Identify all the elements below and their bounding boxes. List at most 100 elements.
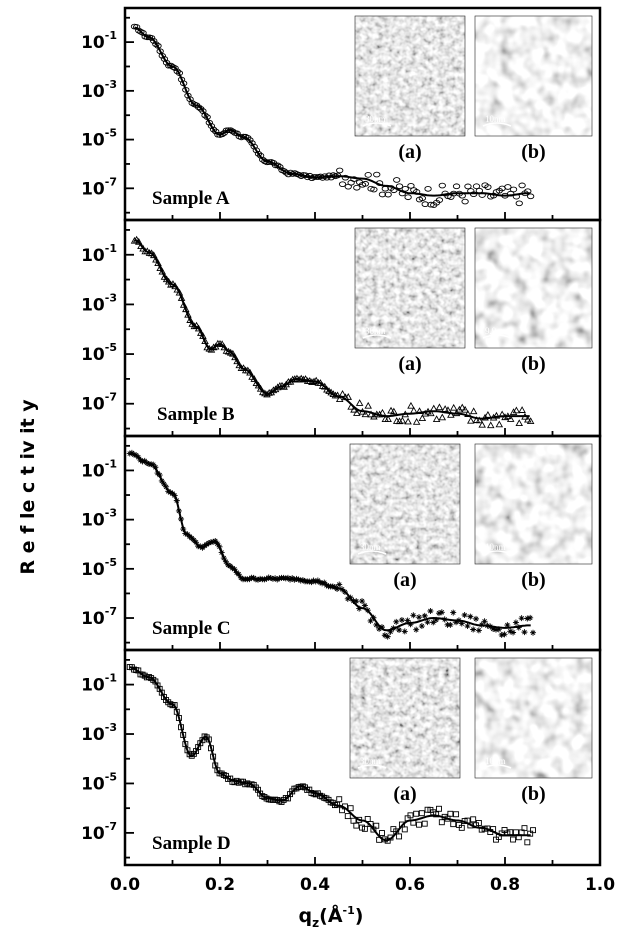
data-point	[438, 609, 445, 616]
data-point	[254, 150, 263, 157]
data-point	[381, 632, 388, 639]
data-point	[512, 619, 519, 626]
afm-image	[475, 228, 592, 348]
data-point	[401, 628, 408, 635]
data-point	[412, 417, 421, 425]
x-tick-label: 0.8	[490, 875, 520, 895]
data-point	[353, 184, 361, 191]
x-axis-title: qz(Å-1)	[299, 903, 364, 930]
inset-b: 10nm (b)	[474, 657, 593, 805]
data-point	[438, 413, 447, 421]
data-point	[344, 813, 351, 820]
afm-image-border	[474, 15, 593, 137]
data-point	[404, 194, 412, 201]
data-point	[455, 405, 464, 413]
inset-a: 30nm (a)	[354, 15, 466, 163]
data-point	[524, 415, 532, 423]
data-point	[484, 410, 492, 418]
data-point	[418, 623, 425, 630]
data-point	[398, 416, 407, 424]
data-point	[470, 816, 477, 823]
data-point	[504, 622, 511, 629]
y-tick-label: 10-7	[81, 820, 117, 844]
y-tick-label: 10-3	[81, 291, 117, 315]
data-point	[336, 581, 343, 588]
x-tick-label: 0.6	[395, 875, 425, 895]
scale-bar	[482, 764, 512, 769]
inset-b: 10nm (b)	[474, 443, 593, 591]
y-tick-label: 10-1	[81, 672, 117, 696]
data-point	[356, 605, 363, 612]
inset-label: (a)	[398, 141, 421, 163]
data-point	[416, 821, 422, 828]
data-point	[265, 574, 272, 581]
data-point	[461, 612, 468, 619]
data-point	[467, 416, 475, 424]
y-tick-label: 10-1	[81, 29, 117, 53]
inset-label: (b)	[521, 353, 545, 375]
data-point	[518, 406, 526, 413]
x-axis-title-main: q	[299, 905, 313, 927]
data-point	[416, 614, 423, 621]
data-point	[490, 625, 497, 632]
data-point	[384, 191, 392, 198]
y-axis-title: R e f le c t iv it y	[17, 399, 39, 575]
data-point	[518, 182, 526, 189]
data-point	[458, 403, 467, 411]
panel-2: 10-1 10-3 10-5 10-7 Sample B 36nm (a) 9.9nm (b)	[81, 218, 602, 438]
data-points	[130, 23, 535, 208]
data-point	[418, 414, 427, 422]
inset-label: (b)	[521, 569, 545, 591]
data-point	[447, 410, 455, 418]
data-point	[350, 405, 358, 413]
afm-image	[475, 658, 592, 778]
afm-image-border	[474, 227, 593, 349]
data-point	[336, 167, 344, 174]
data-point	[410, 612, 417, 619]
data-point	[510, 629, 517, 636]
data-point	[506, 415, 515, 422]
y-tick-label: 10-1	[81, 457, 117, 481]
data-point	[194, 104, 203, 111]
afm-image	[475, 16, 592, 136]
data-point	[421, 820, 428, 827]
data-point	[450, 609, 457, 616]
data-point	[186, 316, 194, 323]
data-point	[509, 408, 518, 416]
afm-image	[355, 228, 465, 348]
data-point	[427, 409, 435, 417]
afm-image-border	[474, 657, 593, 779]
data-point	[430, 619, 437, 626]
inset-b: 10nm (b)	[474, 15, 593, 163]
data-point	[509, 186, 518, 193]
data-point	[458, 620, 465, 627]
scale-bar	[482, 334, 512, 339]
data-point	[335, 395, 344, 403]
data-point	[367, 410, 375, 418]
data-point	[361, 602, 368, 609]
scale-label: 30nm	[365, 114, 386, 124]
afm-image	[475, 444, 592, 564]
data-point	[453, 619, 460, 626]
data-point	[162, 59, 171, 66]
data-point	[361, 180, 369, 187]
x-axis-title-close: )	[355, 905, 364, 927]
afm-image-border	[354, 15, 466, 137]
data-point	[449, 403, 458, 411]
data-point	[395, 183, 404, 190]
data-point	[464, 623, 471, 630]
y-tick-label: 10-5	[81, 770, 117, 794]
data-point	[407, 401, 415, 409]
data-point	[418, 195, 426, 202]
data-point	[250, 375, 258, 382]
afm-image	[355, 16, 465, 136]
afm-image	[350, 658, 460, 778]
data-point	[472, 183, 481, 190]
data-point	[492, 411, 501, 419]
data-point	[407, 812, 414, 819]
scale-label: 10nm	[485, 756, 506, 766]
data-point	[515, 200, 523, 207]
sample-label: Sample B	[157, 404, 235, 425]
data-point	[274, 162, 282, 169]
